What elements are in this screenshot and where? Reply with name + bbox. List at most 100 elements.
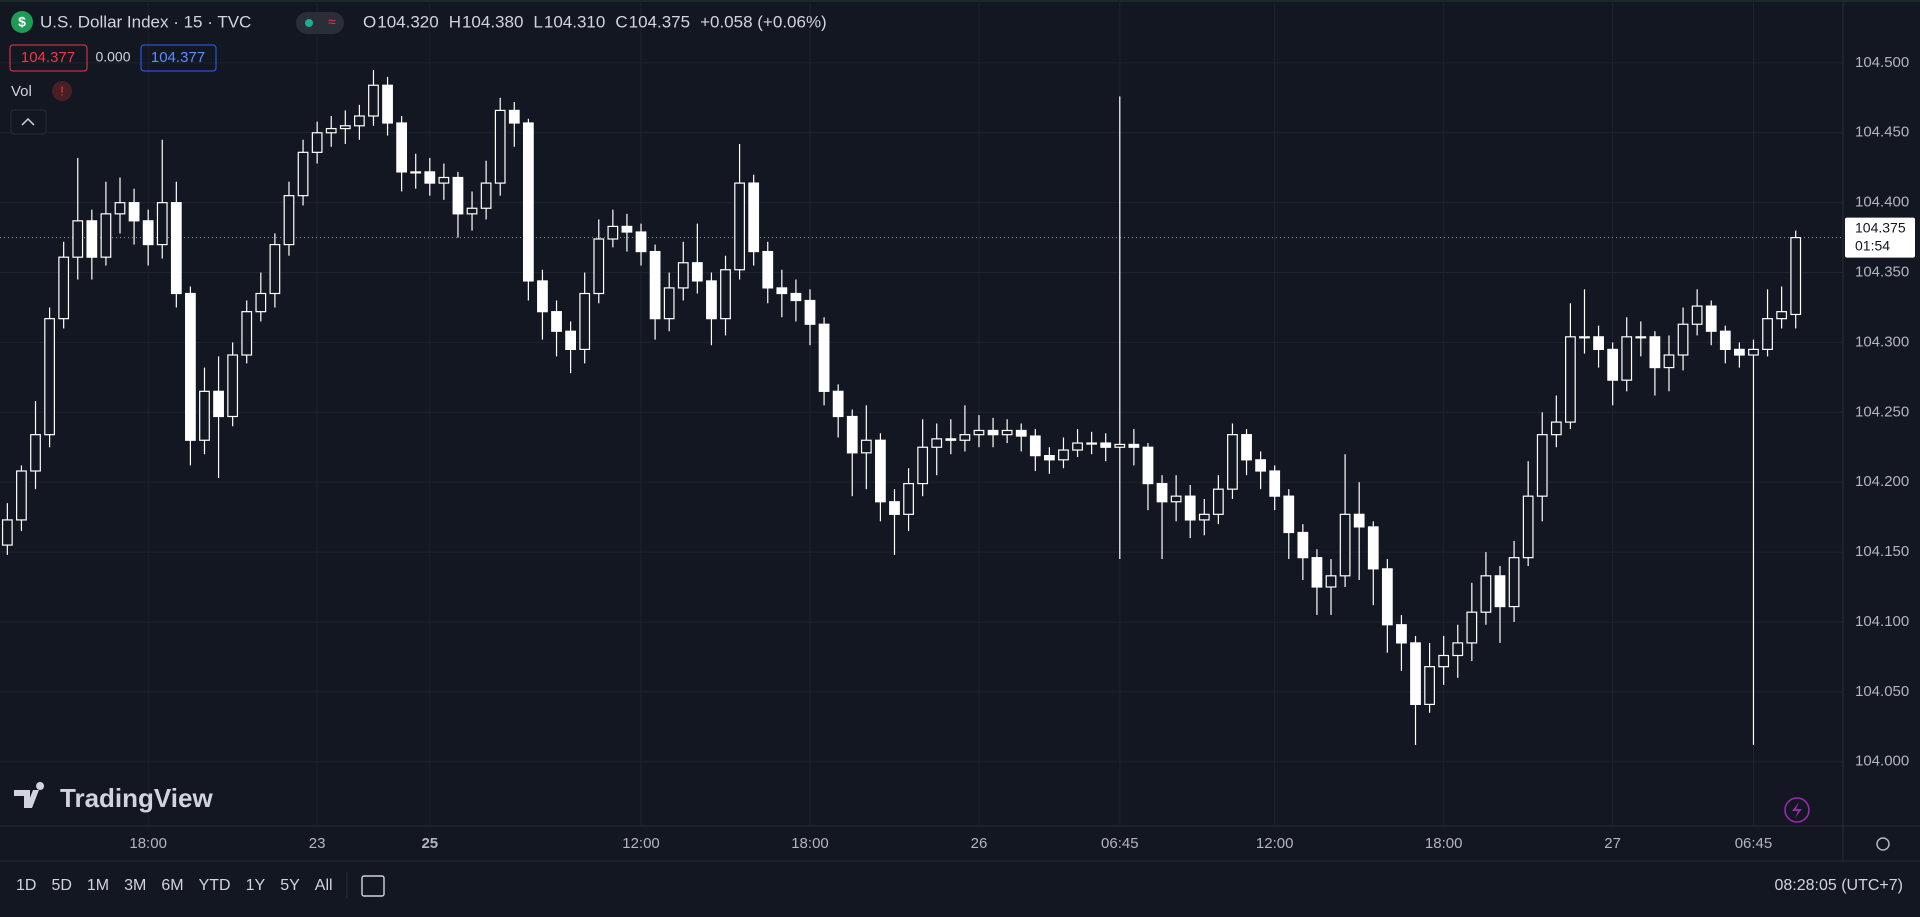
candle-body bbox=[1100, 442, 1112, 448]
candle-body bbox=[128, 202, 140, 222]
x-tick-label: 12:00 bbox=[1256, 835, 1294, 852]
change: +0.058 (+0.06%) bbox=[700, 12, 827, 31]
candle-body bbox=[1480, 575, 1492, 613]
indicator-warning[interactable] bbox=[52, 81, 72, 101]
range-button[interactable]: 3M bbox=[124, 877, 146, 894]
ohlc-label: C bbox=[615, 12, 627, 31]
candle-body bbox=[1748, 348, 1759, 356]
candle-body bbox=[1353, 513, 1365, 528]
candle-body bbox=[860, 439, 872, 454]
collapse-icon bbox=[21, 117, 35, 126]
candle-body bbox=[903, 482, 914, 515]
buy-box[interactable] bbox=[140, 44, 217, 72]
candle-body bbox=[1776, 311, 1788, 320]
ohlc-legend: O 104.320 H 104.380 L 104.310 C 104.375 +0.058 (… bbox=[363, 12, 827, 31]
candle-body bbox=[494, 109, 506, 184]
candle-body bbox=[720, 269, 731, 320]
candle-body bbox=[1719, 330, 1731, 351]
candle-body bbox=[1494, 575, 1506, 608]
candle-body bbox=[480, 182, 492, 209]
x-tick-label: 06:45 bbox=[1735, 835, 1773, 852]
candle-body bbox=[1339, 513, 1351, 577]
candle-body bbox=[170, 202, 182, 295]
candles bbox=[1, 69, 1802, 745]
candle-body bbox=[1579, 336, 1590, 339]
candle-body bbox=[593, 238, 605, 295]
status-dot bbox=[305, 19, 313, 27]
candle-body bbox=[1184, 495, 1196, 521]
candle-body bbox=[1452, 642, 1464, 657]
candle-body bbox=[1410, 642, 1421, 706]
candle-body bbox=[1015, 429, 1027, 437]
candle-body bbox=[1649, 336, 1661, 369]
x-tick-label: 18:00 bbox=[129, 835, 167, 852]
range-button[interactable]: All bbox=[315, 877, 333, 894]
collapse-button[interactable] bbox=[10, 109, 47, 135]
alert-icon[interactable] bbox=[1784, 797, 1810, 823]
candle-body bbox=[1058, 449, 1069, 461]
candle-body bbox=[973, 429, 985, 436]
candle-body bbox=[649, 250, 661, 320]
candle-body bbox=[1086, 442, 1098, 445]
candle-body bbox=[1663, 354, 1675, 369]
candle-body bbox=[438, 176, 450, 184]
x-tick-label: 26 bbox=[971, 835, 988, 852]
candle-body bbox=[1311, 557, 1323, 588]
candle-body bbox=[1156, 482, 1168, 503]
candle-body bbox=[1128, 443, 1140, 448]
candle-body bbox=[959, 434, 971, 441]
y-tick-label: 104.250 bbox=[1855, 403, 1909, 420]
candle-body bbox=[72, 220, 84, 258]
range-button[interactable]: 5D bbox=[51, 877, 71, 894]
range-button[interactable]: 1Y bbox=[246, 877, 266, 894]
candle-body bbox=[537, 280, 548, 313]
candle-body bbox=[199, 390, 210, 441]
candle-body bbox=[832, 390, 844, 418]
candle-body bbox=[987, 429, 999, 436]
buy-price[interactable]: 104.377 bbox=[151, 49, 205, 66]
range-button[interactable]: 6M bbox=[161, 877, 183, 894]
last-price-box bbox=[1845, 217, 1915, 258]
y-tick-label: 104.500 bbox=[1855, 54, 1909, 71]
candle-body bbox=[579, 292, 591, 351]
candle-body bbox=[241, 311, 253, 356]
date-range-button[interactable] bbox=[361, 875, 385, 897]
sell-price[interactable]: 104.377 bbox=[21, 49, 75, 66]
toolbar: 1D 5D 1M 3M 6M YTD 1Y 5Y All bbox=[16, 877, 333, 894]
candle-body bbox=[790, 292, 802, 302]
candle-body bbox=[1297, 531, 1309, 559]
range-button[interactable]: 1D bbox=[16, 877, 36, 894]
candle-body bbox=[889, 501, 900, 515]
range-button[interactable]: 5Y bbox=[280, 877, 300, 894]
candle-body bbox=[607, 225, 619, 240]
candle-body bbox=[311, 132, 323, 153]
candle-body bbox=[114, 202, 126, 215]
candle-body bbox=[466, 207, 478, 215]
x-tick-label: 23 bbox=[309, 835, 326, 852]
candle-body bbox=[1072, 442, 1083, 451]
range-button[interactable]: YTD bbox=[199, 877, 231, 894]
range-button[interactable]: 1M bbox=[87, 877, 109, 894]
last-price-label: 104.375 bbox=[1855, 219, 1906, 235]
x-tick-label: 18:00 bbox=[791, 835, 829, 852]
candle-body bbox=[1227, 434, 1238, 490]
status-pill[interactable] bbox=[296, 12, 344, 34]
candle-body bbox=[1635, 336, 1647, 339]
y-tick-label: 104.050 bbox=[1855, 683, 1909, 700]
sell-box[interactable] bbox=[9, 44, 88, 72]
candle-body bbox=[551, 311, 562, 332]
candle-body bbox=[776, 287, 788, 295]
candle-body bbox=[734, 182, 745, 271]
candle-body bbox=[1255, 459, 1266, 472]
candle-body bbox=[452, 176, 464, 215]
indicator-name: Vol bbox=[11, 83, 32, 100]
candle-body bbox=[255, 292, 267, 313]
settings-icon[interactable] bbox=[1876, 837, 1890, 851]
x-tick-label: 18:00 bbox=[1425, 835, 1463, 852]
candle-body bbox=[30, 434, 41, 472]
candle-body bbox=[1142, 446, 1154, 485]
candle-body bbox=[945, 438, 957, 441]
candle-body bbox=[185, 292, 196, 441]
